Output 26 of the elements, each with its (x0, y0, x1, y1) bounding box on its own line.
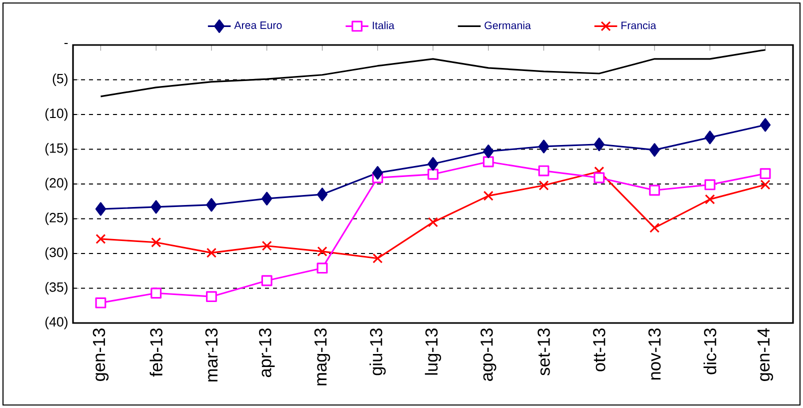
x-tick-label: gen-14 (758, 328, 774, 381)
legend-label: Italia (372, 21, 394, 30)
x-tick-label: set-13 (538, 328, 550, 376)
x-tick-label: ott-13 (593, 328, 606, 372)
x-tick-label: lug-13 (424, 328, 442, 375)
x-tick-label: nov-13 (648, 328, 661, 380)
x-tick-label: mag-13 (314, 328, 330, 386)
y-tick-label: (20) (45, 178, 68, 190)
y-tick-label: (25) (45, 212, 68, 225)
x-tick-label: feb-13 (150, 328, 162, 377)
x-tick-label: giu-13 (370, 328, 386, 376)
x-tick-label: apr-13 (258, 328, 275, 378)
x-tick-label: dic-13 (704, 328, 716, 374)
y-tick-label: (5) (52, 74, 68, 86)
y-tick-label: - (64, 42, 68, 44)
y-tick-label: (35) (45, 282, 68, 294)
x-tick-label: mar-13 (205, 328, 218, 382)
legend-label: Germania (484, 21, 531, 30)
legend-label: Francia (622, 21, 656, 30)
y-tick-label: (30) (45, 247, 68, 260)
legend-label: Area Euro (234, 22, 282, 29)
y-tick-label: (10) (45, 108, 68, 121)
x-tick-label: ago-13 (480, 328, 496, 381)
y-tick-label: (40) (45, 316, 68, 330)
x-tick-label: gen-13 (92, 328, 109, 381)
y-tick-label: (15) (45, 143, 68, 156)
